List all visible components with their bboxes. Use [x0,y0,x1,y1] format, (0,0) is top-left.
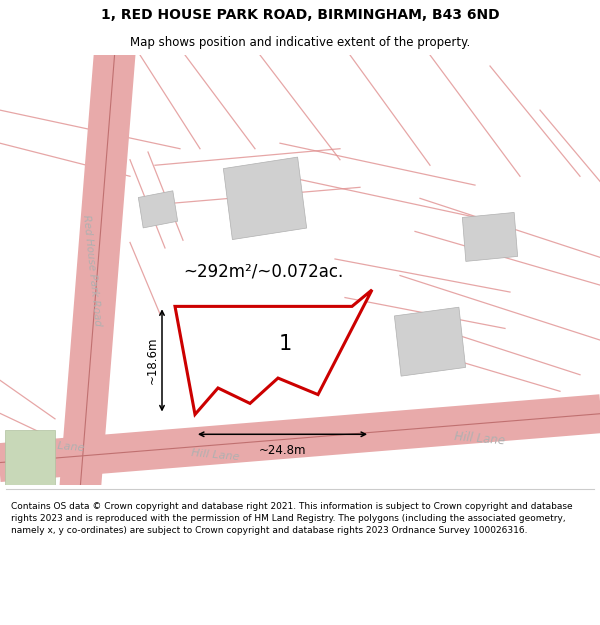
Text: ~24.8m: ~24.8m [259,444,306,458]
Text: Hill Lane: Hill Lane [191,448,239,462]
Text: Contains OS data © Crown copyright and database right 2021. This information is : Contains OS data © Crown copyright and d… [11,502,572,535]
Polygon shape [5,430,55,485]
Polygon shape [175,290,372,414]
Text: Hill Lane: Hill Lane [35,439,85,454]
Text: ~18.6m: ~18.6m [146,337,159,384]
Text: 1, RED HOUSE PARK ROAD, BIRMINGHAM, B43 6ND: 1, RED HOUSE PARK ROAD, BIRMINGHAM, B43 … [101,8,499,22]
Polygon shape [139,191,178,228]
Text: 1: 1 [278,334,292,354]
Text: ~292m²/~0.072ac.: ~292m²/~0.072ac. [183,262,343,280]
Text: Map shows position and indicative extent of the property.: Map shows position and indicative extent… [130,36,470,49]
Polygon shape [394,308,466,376]
Polygon shape [223,157,307,239]
Text: Hill Lane: Hill Lane [454,430,506,447]
Text: Red House Park Road: Red House Park Road [81,214,103,326]
Polygon shape [463,213,518,261]
